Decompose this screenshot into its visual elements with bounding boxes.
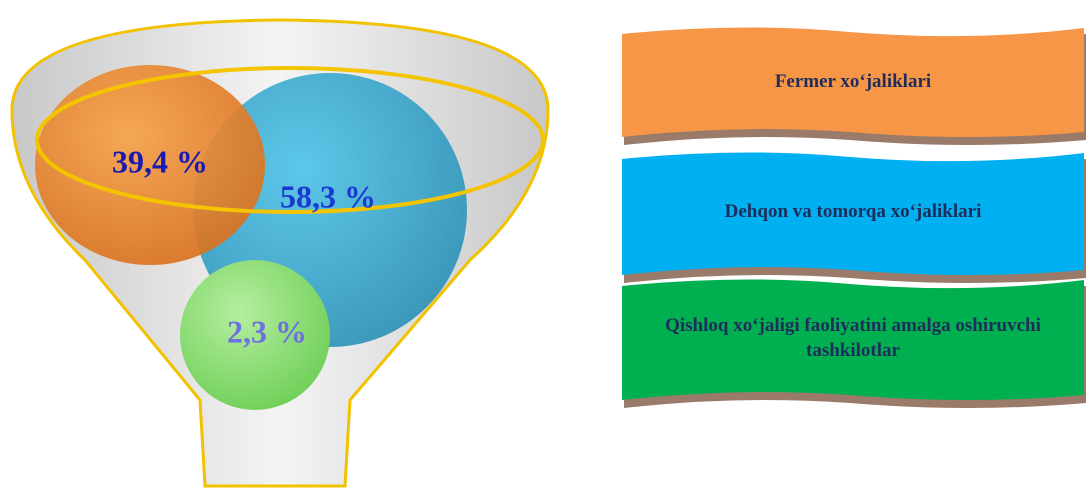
legend-label: Fermer xo‘jaliklari	[774, 70, 932, 92]
legend-banner: Qishloq xo‘jaligi faoliyatini amalga osh…	[622, 279, 1086, 408]
funnel-rim	[35, 66, 545, 214]
legend-label: Qishloq xo‘jaligi faoliyatini amalga osh…	[665, 314, 1041, 361]
orange-circle	[35, 65, 265, 265]
percent-label: 2,3 %	[227, 313, 307, 349]
green-circle	[180, 260, 330, 410]
legend-banner: Dehqon va tomorqa xo‘jaliklari	[622, 152, 1086, 283]
legend-banner: Fermer xo‘jaliklari	[622, 27, 1086, 145]
legend-label: Dehqon va tomorqa xo‘jaliklari	[724, 201, 982, 223]
percent-label: 39,4 %	[112, 143, 208, 179]
percent-label: 58,3 %	[280, 178, 376, 214]
